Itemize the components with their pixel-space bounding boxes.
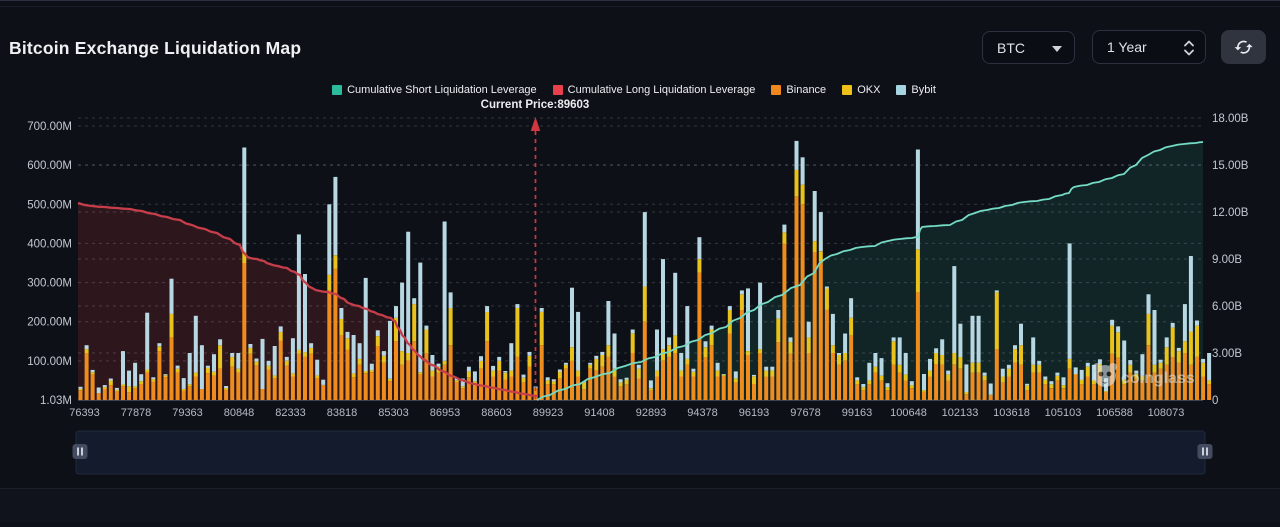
svg-text:88603: 88603 <box>481 407 512 419</box>
svg-text:85303: 85303 <box>378 407 409 419</box>
svg-text:89923: 89923 <box>533 407 564 419</box>
svg-text:100.00M: 100.00M <box>27 356 72 368</box>
svg-text:0: 0 <box>1212 395 1218 407</box>
svg-text:12.00B: 12.00B <box>1212 207 1249 219</box>
svg-text:94378: 94378 <box>687 407 718 419</box>
svg-text:6.00B: 6.00B <box>1212 301 1242 313</box>
svg-text:106588: 106588 <box>1096 407 1133 419</box>
svg-text:97678: 97678 <box>790 407 821 419</box>
svg-text:500.00M: 500.00M <box>27 199 72 211</box>
svg-text:102133: 102133 <box>942 407 979 419</box>
svg-text:400.00M: 400.00M <box>27 238 72 250</box>
svg-text:600.00M: 600.00M <box>27 160 72 172</box>
svg-text:83818: 83818 <box>327 407 358 419</box>
svg-text:3.00B: 3.00B <box>1212 348 1242 360</box>
svg-text:18.00B: 18.00B <box>1212 113 1249 125</box>
svg-text:100648: 100648 <box>890 407 927 419</box>
svg-text:96193: 96193 <box>739 407 770 419</box>
svg-text:92893: 92893 <box>636 407 667 419</box>
svg-text:103618: 103618 <box>993 407 1030 419</box>
svg-text:77878: 77878 <box>121 407 152 419</box>
svg-text:1.03M: 1.03M <box>40 395 72 407</box>
svg-text:82333: 82333 <box>275 407 306 419</box>
svg-text:105103: 105103 <box>1045 407 1082 419</box>
svg-text:15.00B: 15.00B <box>1212 160 1249 172</box>
svg-text:108073: 108073 <box>1148 407 1185 419</box>
svg-text:coinglass: coinglass <box>1121 370 1195 387</box>
svg-text:80848: 80848 <box>224 407 255 419</box>
svg-text:99163: 99163 <box>842 407 873 419</box>
svg-text:9.00B: 9.00B <box>1212 254 1242 266</box>
svg-text:200.00M: 200.00M <box>27 317 72 329</box>
svg-text:79363: 79363 <box>172 407 203 419</box>
svg-text:76393: 76393 <box>69 407 100 419</box>
svg-text:86953: 86953 <box>430 407 461 419</box>
svg-text:91408: 91408 <box>584 407 615 419</box>
svg-text:700.00M: 700.00M <box>27 121 72 133</box>
svg-text:300.00M: 300.00M <box>27 278 72 290</box>
